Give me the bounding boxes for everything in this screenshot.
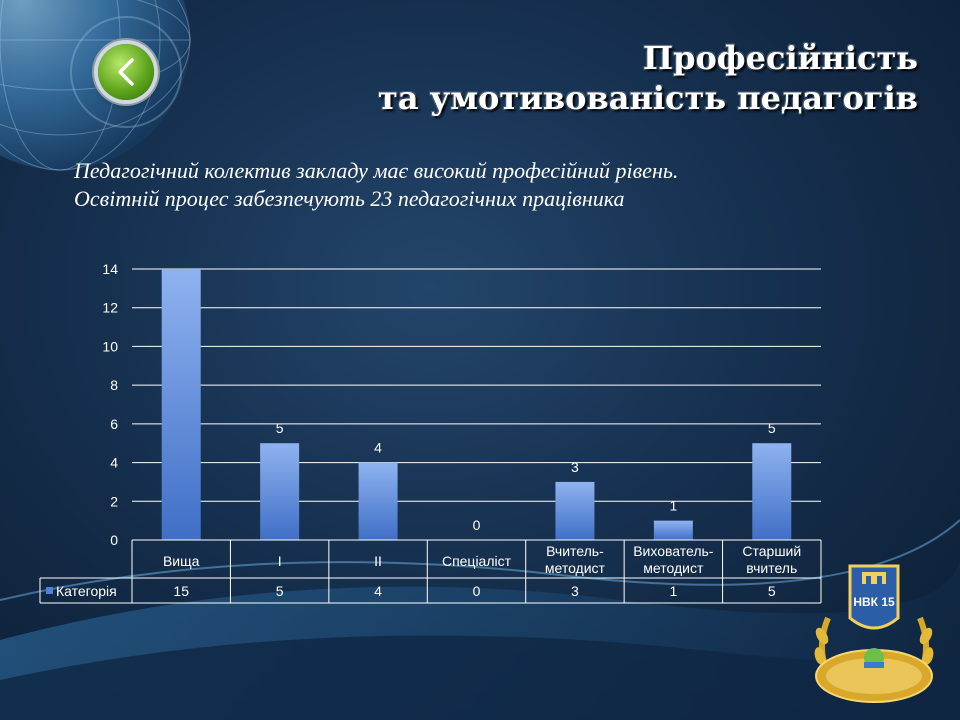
table-value: 1 xyxy=(669,583,677,599)
table-value: 0 xyxy=(473,583,481,599)
x-category-label: Вчитель- xyxy=(546,543,604,559)
y-tick-label: 14 xyxy=(102,261,118,277)
bar xyxy=(752,443,792,540)
title-line-2: та умотивованість педагогів xyxy=(378,79,918,117)
bar-value-label: 5 xyxy=(768,420,776,436)
globe-graphic xyxy=(0,0,190,170)
title-line-1: Професійність xyxy=(642,39,918,77)
emblem-label: НВК 15 xyxy=(853,595,895,609)
legend-swatch xyxy=(46,587,53,594)
x-category-label: ІІ xyxy=(374,553,382,569)
x-category-label: Спеціаліст xyxy=(442,553,512,569)
table-value: 5 xyxy=(276,583,284,599)
y-tick-label: 12 xyxy=(102,300,118,316)
x-category-label: Вихователь- xyxy=(633,543,714,559)
table-value: 5 xyxy=(768,583,776,599)
globe-grid-lines xyxy=(0,0,191,171)
bar-value-label: 5 xyxy=(276,420,284,436)
x-category-label: І xyxy=(278,553,282,569)
y-tick-label: 2 xyxy=(110,493,118,509)
bar-value-label: 3 xyxy=(571,459,579,475)
y-tick-label: 10 xyxy=(102,338,118,354)
table-value: 3 xyxy=(571,583,579,599)
table-value: 4 xyxy=(374,583,382,599)
bar xyxy=(260,443,300,540)
x-category-label: вчитель xyxy=(746,560,797,576)
bar-value-label: 1 xyxy=(669,498,677,514)
y-tick-label: 0 xyxy=(110,532,118,548)
x-category-label: методист xyxy=(643,560,704,576)
school-emblem: НВК 15 xyxy=(814,564,934,703)
bar xyxy=(653,520,693,540)
legend-series-name: Категорія xyxy=(56,583,117,599)
bar xyxy=(358,462,398,540)
y-tick-label: 4 xyxy=(110,455,118,471)
back-button[interactable] xyxy=(98,44,154,100)
y-tick-label: 8 xyxy=(110,377,118,393)
bar-value-label: 4 xyxy=(374,440,382,456)
intro-text: Педагогічний колектив закладу має високи… xyxy=(74,158,679,211)
table-value: 15 xyxy=(173,583,189,599)
y-tick-label: 6 xyxy=(110,416,118,432)
slide-title: Професійність та умотивованість педагогі… xyxy=(298,38,918,118)
x-category-label: Старший xyxy=(742,543,801,559)
bar xyxy=(161,269,201,540)
chevron-left-icon xyxy=(118,58,134,86)
bar-value-label: 0 xyxy=(473,517,481,533)
bar xyxy=(555,481,595,540)
x-category-label: Вища xyxy=(163,553,200,569)
x-category-label: методист xyxy=(545,560,606,576)
